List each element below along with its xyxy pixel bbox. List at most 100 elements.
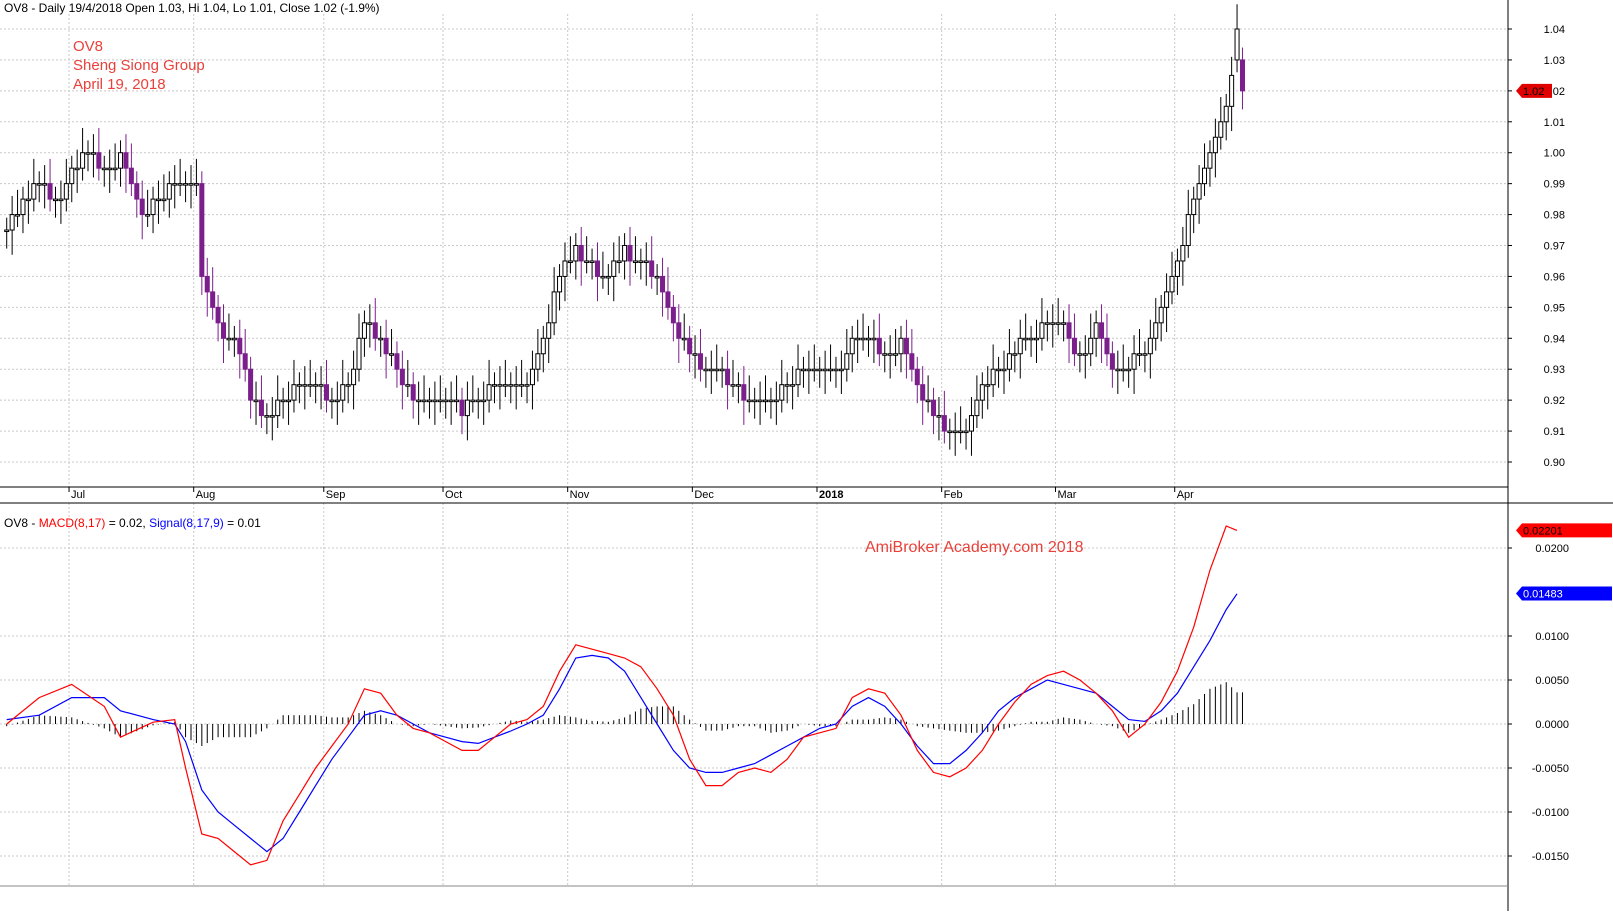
candle-body <box>226 337 232 341</box>
candle-body <box>155 198 161 202</box>
candle-body <box>697 353 703 370</box>
candle-body <box>1104 337 1110 355</box>
candle-body <box>817 368 823 372</box>
candle-body <box>893 353 899 356</box>
candle-body <box>166 183 172 200</box>
candle-body <box>1218 121 1224 138</box>
candle-body <box>508 384 514 387</box>
candle-body <box>1153 322 1159 339</box>
candle-body <box>307 384 313 387</box>
candle-body <box>432 399 438 403</box>
candle-body <box>855 337 861 341</box>
candle-body <box>1234 28 1240 61</box>
candle-body <box>638 260 644 263</box>
candle-body <box>1142 353 1148 356</box>
candle-body <box>101 167 107 171</box>
candle-body <box>882 353 888 356</box>
candle-body <box>1066 322 1072 339</box>
candle-body <box>600 275 606 279</box>
candle-body <box>183 183 189 186</box>
candle-body <box>735 384 741 387</box>
price-marks <box>4 4 1245 456</box>
macd-label: MACD(8,17) <box>39 516 106 530</box>
macd-tick-label: -0.0100 <box>1532 807 1569 819</box>
candle-body <box>746 399 752 403</box>
candle-body <box>649 260 655 277</box>
month-label: Jul <box>71 489 85 501</box>
month-label: Feb <box>944 489 963 501</box>
candle-body <box>275 399 281 417</box>
candle-body <box>752 399 758 403</box>
price-tick-label: 0.98 <box>1544 210 1565 222</box>
candle-body <box>1044 322 1050 325</box>
candle-body <box>47 183 53 200</box>
candle-body <box>1136 353 1142 356</box>
macd-tick-label: 0.0100 <box>1535 631 1569 643</box>
candle-body <box>410 384 416 401</box>
price-tick-label: 1.04 <box>1544 24 1565 36</box>
candle-body <box>20 198 26 216</box>
candle-body <box>139 198 145 216</box>
candle-body <box>990 368 996 386</box>
candle-body <box>557 275 563 293</box>
price-tick-label: 0.95 <box>1544 302 1565 314</box>
candle-body <box>221 322 227 339</box>
candle-body <box>351 368 357 386</box>
candle-body <box>1099 322 1105 339</box>
candle-body <box>898 337 904 355</box>
candle-body <box>42 183 48 186</box>
candle-body <box>779 384 785 401</box>
candle-body <box>356 337 362 370</box>
month-label: Apr <box>1177 489 1194 501</box>
candle-body <box>492 384 498 387</box>
price-tick-label: 1.01 <box>1544 117 1565 129</box>
candle-body <box>237 337 243 355</box>
candle-body <box>670 306 676 324</box>
candle-body <box>85 152 91 155</box>
candle-body <box>502 384 508 387</box>
candle-body <box>676 322 682 339</box>
macd-value: = 0.02, <box>105 516 149 530</box>
candle-body <box>4 229 10 233</box>
month-label: Dec <box>694 489 714 501</box>
candle-body <box>329 399 335 403</box>
candle-body <box>551 291 557 324</box>
candle-body <box>1185 214 1191 246</box>
candle-body <box>936 415 942 418</box>
candle-body <box>210 291 216 308</box>
candle-body <box>378 337 384 341</box>
candle-body <box>985 384 991 387</box>
candle-body <box>421 399 427 403</box>
candle-body <box>204 275 210 293</box>
candle-body <box>383 337 389 355</box>
month-label: Aug <box>196 489 216 501</box>
candle-body <box>800 368 806 372</box>
candle-body <box>459 399 465 417</box>
candle-body <box>145 214 151 217</box>
signal-line <box>6 593 1238 853</box>
candle-body <box>1212 136 1218 154</box>
annotation-company: Sheng Siong Group <box>73 57 205 74</box>
price-tick-label: 0.96 <box>1544 271 1565 283</box>
candle-body <box>632 260 638 263</box>
candle-body <box>188 183 194 186</box>
candle-body <box>242 353 248 370</box>
candle-body <box>361 322 367 339</box>
price-axis: 1.04 1.03 1.02 1.01 1.00 0.99 0.98 0.97 0.96 0.95… <box>68 24 1612 863</box>
candle-body <box>367 322 373 325</box>
candle-body <box>1082 353 1088 356</box>
candle-body <box>540 337 546 355</box>
macd-tick-label: -0.0150 <box>1532 851 1569 863</box>
candle-body <box>134 183 140 200</box>
candle-body <box>865 337 871 341</box>
watermark: AmiBroker Academy.com 2018 <box>865 539 1084 556</box>
candle-body <box>1023 337 1029 341</box>
candle-body <box>958 430 964 434</box>
candle-body <box>1034 337 1040 341</box>
candle-body <box>280 399 286 403</box>
candle-body <box>9 214 15 231</box>
candle-body <box>1012 353 1018 356</box>
candle-body <box>372 322 378 339</box>
candle-body <box>871 337 877 341</box>
